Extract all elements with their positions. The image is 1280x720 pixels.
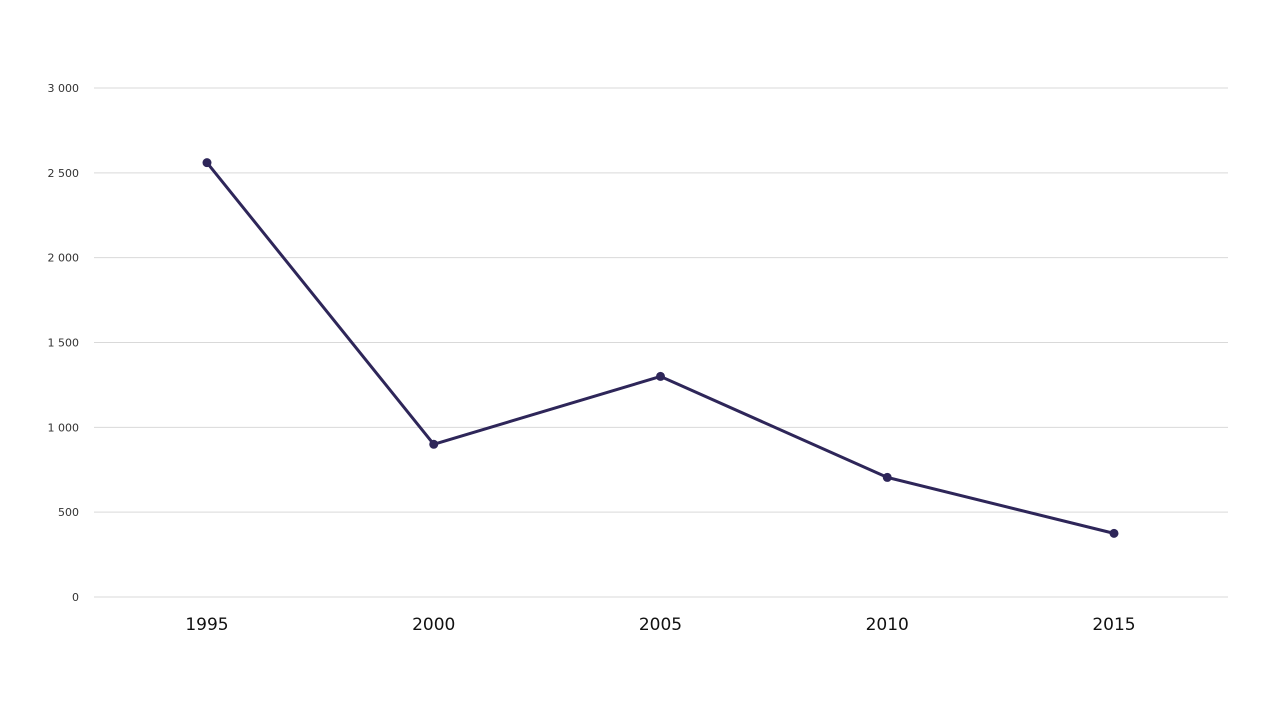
y-tick-label: 2 000	[48, 252, 80, 265]
y-tick-label: 1 000	[48, 421, 80, 434]
y-tick-label: 2 500	[48, 167, 80, 180]
data-point	[882, 472, 892, 482]
y-tick-label: 500	[58, 506, 79, 519]
x-tick-label: 2015	[1092, 615, 1135, 635]
y-axis: 0 500 1 000 1 500 2 000 2 500 3 000	[48, 82, 80, 604]
x-tick-label: 2010	[866, 615, 909, 635]
data-point	[429, 439, 439, 449]
data-point	[656, 371, 665, 381]
y-tick-label: 0	[72, 591, 79, 604]
x-tick-label: 1995	[185, 615, 228, 635]
x-tick-label: 2005	[639, 615, 682, 635]
series	[202, 158, 1119, 538]
y-tick-label: 1 500	[48, 337, 80, 350]
data-point	[202, 158, 212, 168]
series-line	[205, 161, 1116, 535]
data-point	[1109, 528, 1119, 538]
y-tick-label: 3 000	[48, 82, 80, 95]
x-tick-label: 2000	[412, 615, 455, 635]
x-axis: 1995 2000 2005 2010 2015	[185, 615, 1135, 635]
